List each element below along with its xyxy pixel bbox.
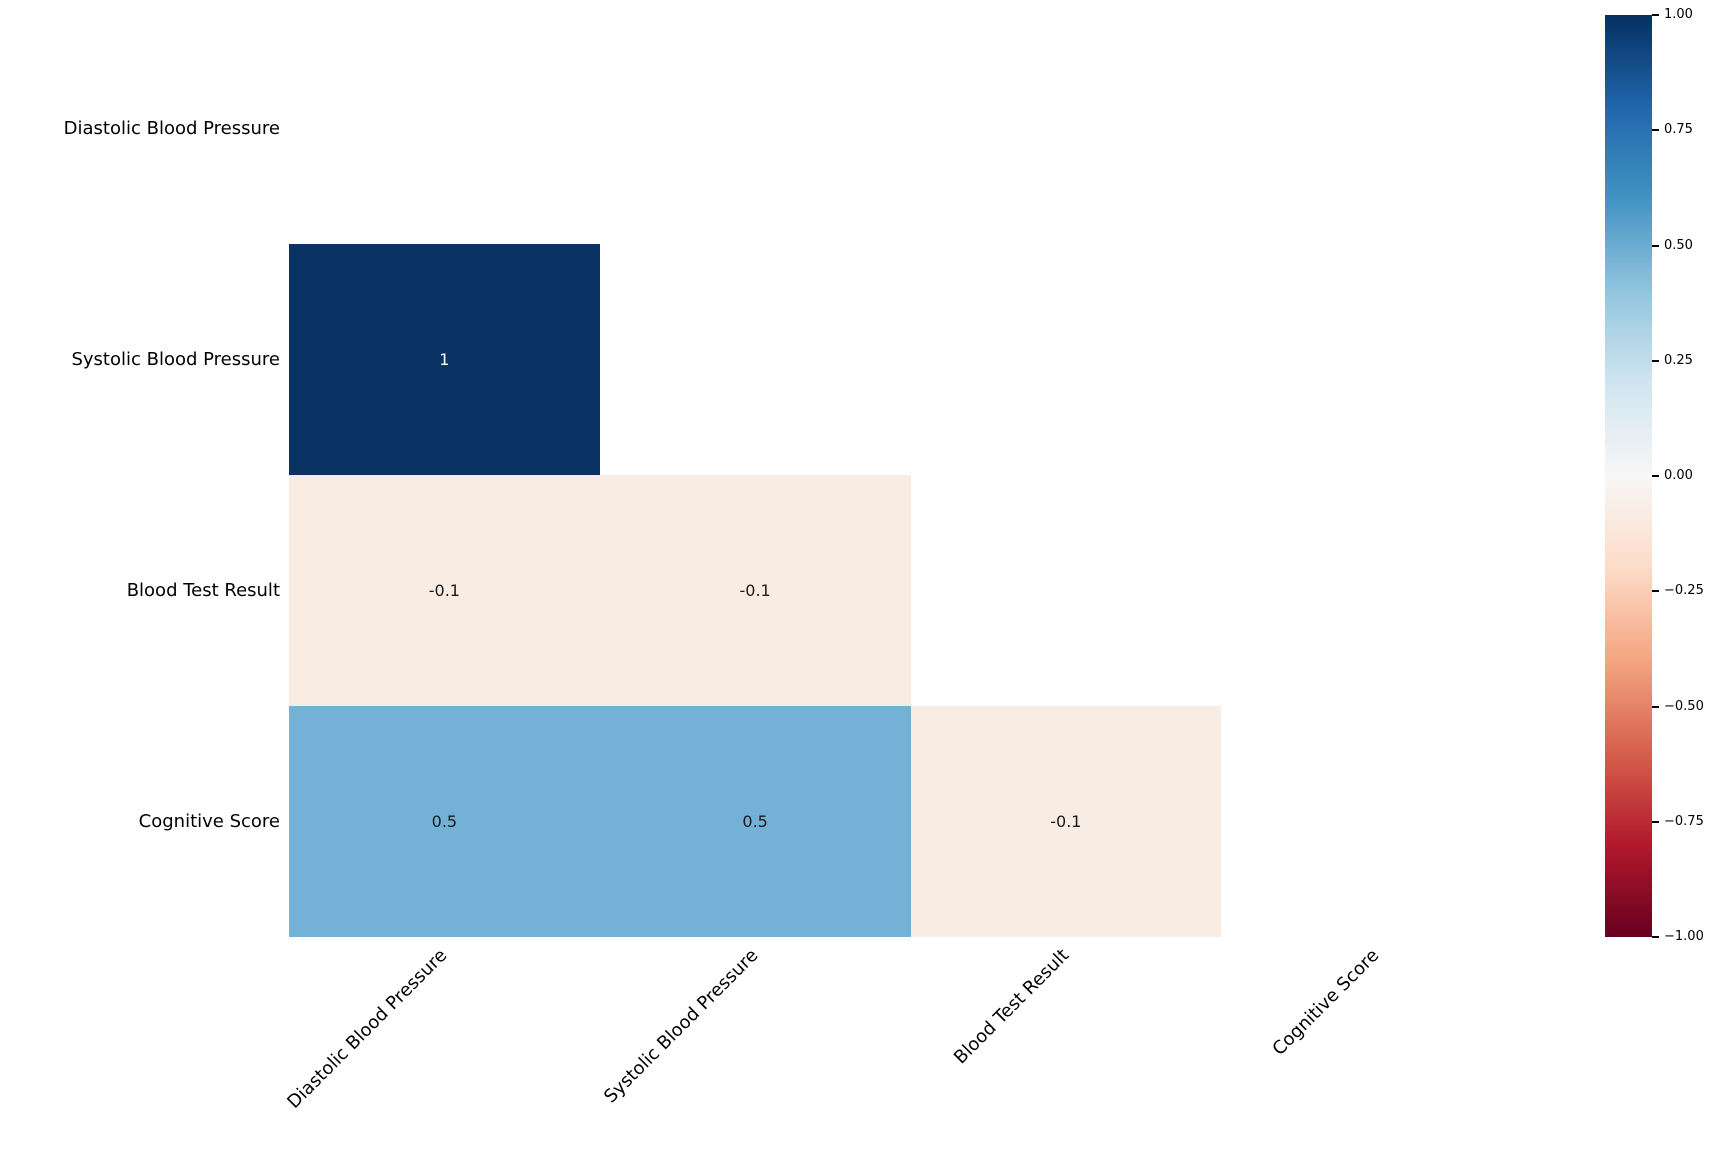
colorbar-gradient <box>1605 15 1652 937</box>
colorbar-tick-mark <box>1652 820 1659 823</box>
colorbar-tick-label: 1.00 <box>1664 7 1693 22</box>
y-tick-label: Systolic Blood Pressure <box>71 348 280 370</box>
x-tick-label: Diastolic Blood Pressure <box>283 945 452 1113</box>
colorbar-tick-mark <box>1652 244 1659 247</box>
colorbar-tick-label: −1.00 <box>1664 929 1704 944</box>
heatmap-cell: -0.1 <box>599 475 911 706</box>
y-tick-label: Diastolic Blood Pressure <box>63 117 280 139</box>
heatmap-cell: 0.5 <box>289 706 600 937</box>
heatmap-cell: -0.1 <box>289 475 600 706</box>
x-tick-label: Blood Test Result <box>949 945 1073 1069</box>
colorbar-tick-mark <box>1652 475 1659 477</box>
colorbar-tick-label: 0.25 <box>1664 352 1693 368</box>
colorbar-tick-mark <box>1652 936 1659 938</box>
y-tick-label: Cognitive Score <box>138 810 280 832</box>
colorbar-tick-mark <box>1652 14 1659 16</box>
colorbar-tick-label: −0.75 <box>1664 813 1704 829</box>
heatmap-cell: 1 <box>289 244 600 475</box>
colorbar-tick-mark <box>1652 129 1659 132</box>
colorbar-tick-mark <box>1652 590 1659 593</box>
colorbar-tick-label: 0.00 <box>1664 468 1693 483</box>
colorbar-tick-label: 0.50 <box>1664 237 1693 253</box>
colorbar-tick-mark <box>1652 705 1659 708</box>
x-tick-label: Cognitive Score <box>1268 945 1384 1060</box>
y-tick-label: Blood Test Result <box>126 579 280 601</box>
colorbar-tick-label: 0.75 <box>1664 122 1693 138</box>
heatmap-cell: -0.1 <box>910 706 1222 937</box>
x-tick-label: Systolic Blood Pressure <box>599 945 762 1108</box>
colorbar-tick-label: −0.50 <box>1664 698 1704 714</box>
heatmap-cell: 0.5 <box>599 706 911 937</box>
colorbar-tick-mark <box>1652 359 1659 362</box>
colorbar-tick-label: −0.25 <box>1664 583 1704 599</box>
